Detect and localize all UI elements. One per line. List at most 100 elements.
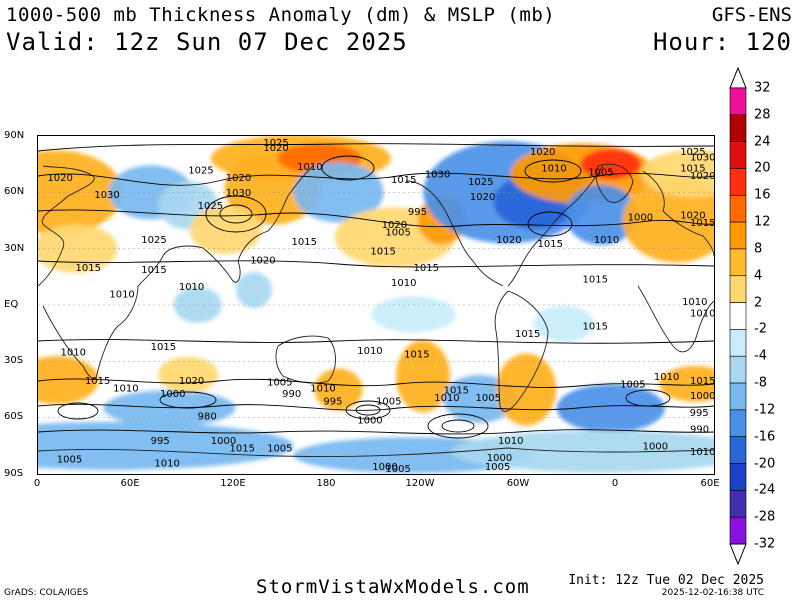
isobar-label-33: 1015	[583, 274, 608, 285]
isobar-label-65: 1005	[267, 443, 292, 454]
color-bar-segment-8	[729, 302, 747, 330]
isobar-label-3: 1030	[94, 190, 119, 201]
isobar-label-15: 1010	[109, 289, 134, 300]
isobar-label-7: 1030	[226, 188, 251, 199]
color-bar-segment-7	[729, 275, 747, 303]
isobar-label-24: 1015	[414, 263, 439, 274]
color-bar-segment-11	[729, 382, 747, 411]
lat-label-30n: 30N	[4, 243, 25, 254]
init-time: Init: 12z Tue 02 Dec 2025	[568, 573, 764, 588]
isobar-label-58: 1005	[376, 397, 401, 408]
isobar-label-64: 1015	[230, 443, 255, 454]
isobar-label-68: 1000	[372, 462, 397, 473]
lon-label-120e: 120E	[220, 478, 246, 489]
color-bar-label-16: -28	[754, 509, 776, 525]
color-bar-label-8: 2	[754, 295, 763, 311]
color-bar-label-11: -8	[754, 375, 767, 391]
isobar-label-5: 1020	[226, 173, 251, 184]
isobar-label-66: 1005	[57, 455, 82, 466]
isobar-label-1: 1020	[263, 143, 288, 154]
isobar-label-78: 990	[690, 425, 709, 436]
isobar-label-41: 1010	[690, 308, 714, 319]
isobar-label-18: 995	[408, 207, 427, 218]
isobar-label-45: 1015	[404, 350, 429, 361]
color-bar-segment-2	[729, 141, 747, 169]
anomaly-region-18	[173, 286, 222, 324]
isobar-label-36: 1015	[680, 164, 705, 175]
color-bar-segment-16	[729, 516, 747, 545]
lon-label-60e: 60E	[120, 478, 140, 489]
isobar-label-25: 1010	[391, 278, 416, 289]
model-name: GFS-ENS	[711, 4, 792, 26]
anomaly-region-0	[38, 150, 123, 235]
anomaly-region-32	[371, 296, 456, 333]
isobar-label-13: 1015	[141, 265, 166, 276]
isobar-label-67: 1010	[154, 458, 179, 469]
color-bar-label-2: 24	[754, 134, 771, 150]
anomaly-region-29	[38, 421, 294, 470]
color-bar-label-17: -32	[754, 536, 776, 552]
anomaly-region-22	[158, 356, 219, 393]
lat-label-90s: 90S	[4, 468, 24, 479]
color-bar-segment-5	[729, 221, 747, 250]
isobar-label-26: 1020	[530, 147, 555, 158]
lat-label-90n: 90N	[4, 130, 25, 141]
isobar-label-9: 1015	[292, 237, 317, 248]
isobar-label-6: 1025	[198, 201, 223, 212]
lon-label-0-east: 0	[611, 478, 619, 489]
isobar-label-73: 1005	[620, 380, 645, 391]
isobar-label-40: 1010	[682, 297, 707, 308]
color-bar	[729, 66, 747, 566]
color-bar-label-3: 20	[754, 160, 771, 176]
isobar-label-75: 1015	[690, 376, 714, 387]
color-bar-segment-9	[729, 329, 747, 357]
isobar-label-57: 1000	[357, 415, 382, 426]
anomaly-region-19	[235, 271, 272, 309]
anomaly-region-24	[395, 340, 450, 413]
isobar-label-76: 1000	[690, 391, 714, 402]
color-bar-bottom-arrow	[729, 543, 747, 566]
isobar-label-10: 1010	[297, 162, 322, 173]
site-name: StormVistaWxModels.com	[256, 576, 530, 598]
coast-south-america	[494, 290, 549, 412]
lat-label-60n: 60N	[4, 186, 25, 197]
coast-asia	[202, 165, 314, 283]
isobar-label-14: 1010	[179, 282, 204, 293]
isobar-label-19: 1020	[382, 220, 407, 231]
anomaly-region-5	[189, 205, 262, 254]
isobar-label-80: 1010	[690, 447, 714, 458]
color-bar-segment-14	[729, 463, 747, 491]
color-bar-label-0: 32	[754, 80, 771, 96]
isobar-label-62: 995	[151, 436, 170, 447]
color-bar-label-14: -20	[754, 456, 776, 472]
color-bar-label-9: -2	[754, 321, 767, 337]
color-bar-segment-1	[729, 114, 747, 142]
isobar-label-49: 1010	[113, 383, 138, 394]
isobar-label-21: 1015	[370, 246, 395, 257]
isobar-label-22: 1025	[468, 177, 493, 188]
isobar-label-2: 1020	[47, 173, 72, 184]
isobar-label-8: 1025	[141, 235, 166, 246]
isobar-label-47: 1015	[151, 342, 176, 353]
anomaly-region-15	[565, 184, 638, 245]
isobar-label-12: 1015	[76, 263, 101, 274]
isobar-label-27: 1010	[541, 164, 566, 175]
isobar-label-71: 1005	[485, 462, 510, 473]
isobar-label-28: 1005	[588, 167, 613, 178]
isobar-label-37: 1020	[690, 171, 714, 182]
lon-label-60e-east: 60E	[700, 478, 720, 489]
color-bar-segment-4	[729, 194, 747, 223]
lon-label-120w: 120W	[405, 478, 435, 489]
color-bar-segment-10	[729, 355, 747, 384]
mslp-isobars	[38, 143, 714, 439]
coast-antarctica	[38, 447, 714, 457]
color-bar-segment-0	[729, 87, 747, 116]
isobar-label-53: 1005	[267, 378, 292, 389]
color-bar-segment-13	[729, 436, 747, 464]
coast-australia	[275, 335, 336, 384]
anomaly-region-21	[103, 390, 236, 427]
anomaly-region-33	[533, 305, 594, 342]
coast-europe-east	[637, 170, 714, 353]
isobar-label-60: 1010	[434, 393, 459, 404]
color-bar-label-15: -24	[754, 482, 776, 498]
